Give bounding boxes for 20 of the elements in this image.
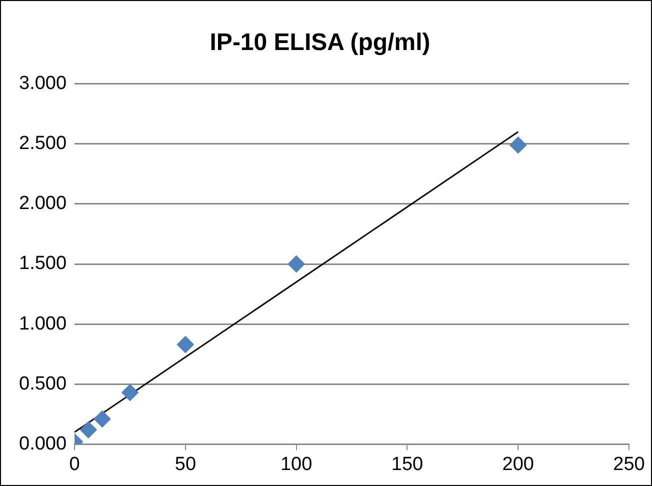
x-tick-label: 150	[391, 454, 424, 475]
x-tick-label: 200	[502, 454, 534, 475]
x-tick-label: 0	[69, 454, 80, 475]
y-tick-label: 1.500	[19, 253, 67, 274]
y-tick-label: 2.000	[19, 193, 67, 214]
y-tick-label: 0.000	[19, 433, 67, 454]
point	[121, 384, 138, 402]
point	[176, 336, 194, 353]
point	[80, 421, 97, 438]
y-tick-label: 2.500	[19, 133, 67, 154]
x-tick-label: 50	[174, 454, 196, 475]
chart-title: IP-10 ELISA (pg/ml)	[210, 29, 430, 56]
point	[510, 136, 527, 154]
point	[288, 256, 305, 272]
y-tick-label: 0.500	[19, 373, 67, 394]
y-tick-label: 1.000	[19, 313, 67, 334]
y-tick-label: 3.000	[19, 73, 67, 94]
point	[94, 410, 111, 428]
x-tick-label: 100	[280, 454, 312, 475]
x-tick-label: 250	[613, 454, 645, 475]
